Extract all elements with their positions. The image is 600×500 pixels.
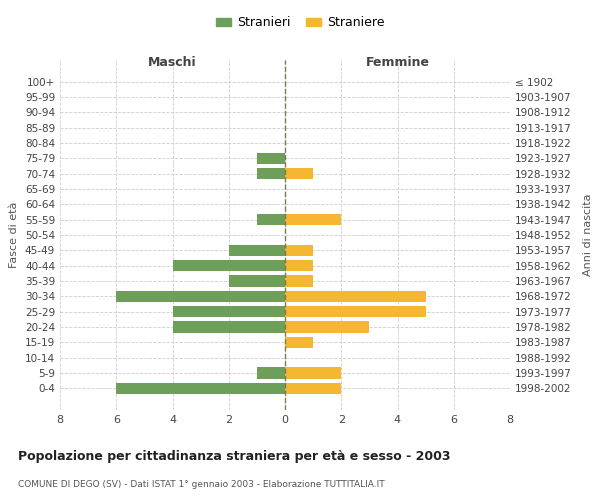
Text: Maschi: Maschi bbox=[148, 56, 197, 70]
Bar bbox=[229, 244, 285, 256]
Bar bbox=[285, 276, 313, 287]
Legend: Stranieri, Straniere: Stranieri, Straniere bbox=[211, 11, 389, 34]
Bar bbox=[285, 306, 425, 318]
Bar bbox=[173, 306, 285, 318]
Y-axis label: Anni di nascita: Anni di nascita bbox=[583, 194, 593, 276]
Bar bbox=[116, 290, 285, 302]
Bar bbox=[257, 368, 285, 379]
Bar bbox=[285, 244, 313, 256]
Bar bbox=[285, 382, 341, 394]
Bar bbox=[173, 322, 285, 333]
Bar bbox=[285, 168, 313, 179]
Bar bbox=[285, 260, 313, 272]
Bar bbox=[116, 382, 285, 394]
Text: Femmine: Femmine bbox=[365, 56, 430, 70]
Bar bbox=[285, 322, 370, 333]
Text: COMUNE DI DEGO (SV) - Dati ISTAT 1° gennaio 2003 - Elaborazione TUTTITALIA.IT: COMUNE DI DEGO (SV) - Dati ISTAT 1° genn… bbox=[18, 480, 385, 489]
Bar bbox=[229, 276, 285, 287]
Bar bbox=[285, 336, 313, 348]
Bar bbox=[257, 214, 285, 226]
Bar bbox=[285, 290, 425, 302]
Bar bbox=[257, 152, 285, 164]
Bar bbox=[285, 368, 341, 379]
Bar bbox=[257, 168, 285, 179]
Bar bbox=[173, 260, 285, 272]
Bar bbox=[285, 214, 341, 226]
Y-axis label: Fasce di età: Fasce di età bbox=[10, 202, 19, 268]
Text: Popolazione per cittadinanza straniera per età e sesso - 2003: Popolazione per cittadinanza straniera p… bbox=[18, 450, 451, 463]
